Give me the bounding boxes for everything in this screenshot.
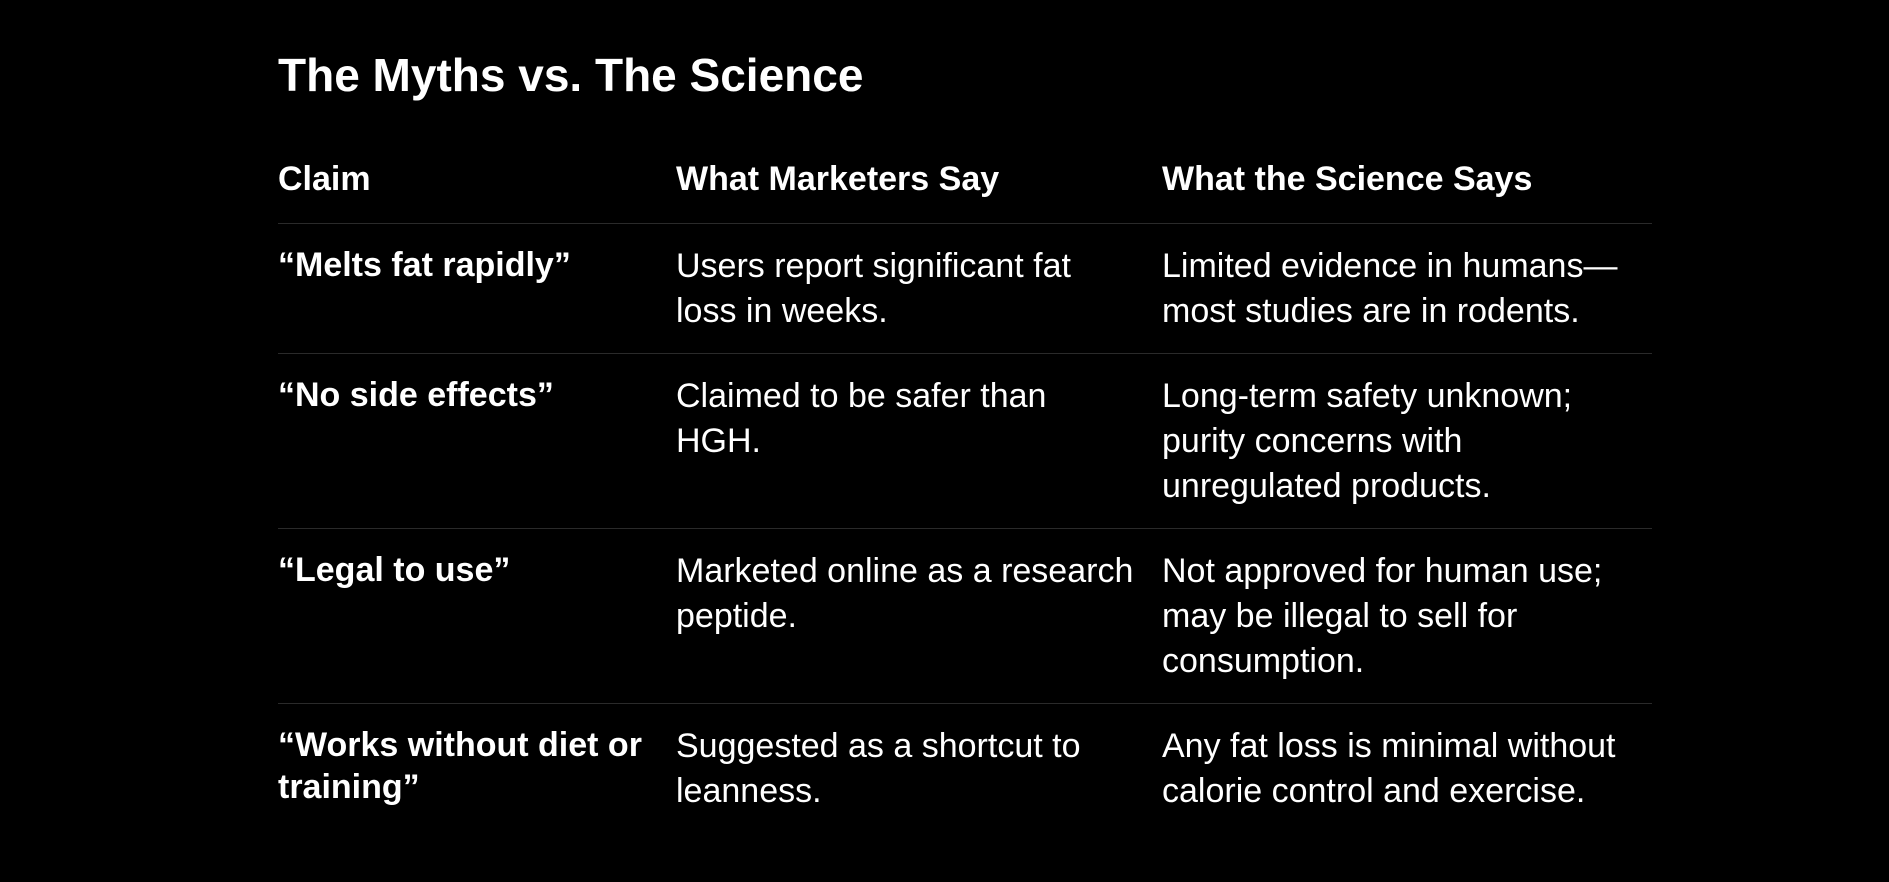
science-cell: Long-term safety unknown; purity concern…	[1162, 353, 1652, 529]
header-claim: Claim	[278, 159, 676, 224]
myths-table: Claim What Marketers Say What the Scienc…	[278, 159, 1652, 833]
marketers-cell: Claimed to be safer than HGH.	[676, 353, 1162, 529]
science-cell: Limited evidence in humans—most studies …	[1162, 223, 1652, 354]
claim-cell: “Melts fat rapidly”	[278, 223, 676, 354]
claim-cell: “Works without diet or training”	[278, 726, 642, 806]
table-row: “Works without diet or training” Suggest…	[278, 704, 1652, 834]
science-cell: Not approved for human use; may be illeg…	[1162, 528, 1652, 704]
table-header-row: Claim What Marketers Say What the Scienc…	[278, 159, 1652, 224]
marketers-cell: Suggested as a shortcut to leanness.	[676, 727, 1081, 810]
claim-cell: “No side effects”	[278, 353, 676, 529]
marketers-cell: Marketed online as a research peptide.	[676, 528, 1162, 704]
header-marketers: What Marketers Say	[676, 159, 1162, 224]
header-science: What the Science Says	[1162, 159, 1652, 224]
table-row: “Legal to use” Marketed online as a rese…	[278, 528, 1652, 704]
page-content: The Myths vs. The Science Claim What Mar…	[278, 44, 1652, 833]
table-row: “Melts fat rapidly” Users report signifi…	[278, 223, 1652, 354]
page-title: The Myths vs. The Science	[278, 49, 864, 101]
science-cell: Any fat loss is minimal without calorie …	[1162, 727, 1616, 810]
claim-cell: “Legal to use”	[278, 528, 676, 704]
table-row: “No side effects” Claimed to be safer th…	[278, 353, 1652, 529]
marketers-cell: Users report significant fat loss in wee…	[676, 223, 1162, 354]
